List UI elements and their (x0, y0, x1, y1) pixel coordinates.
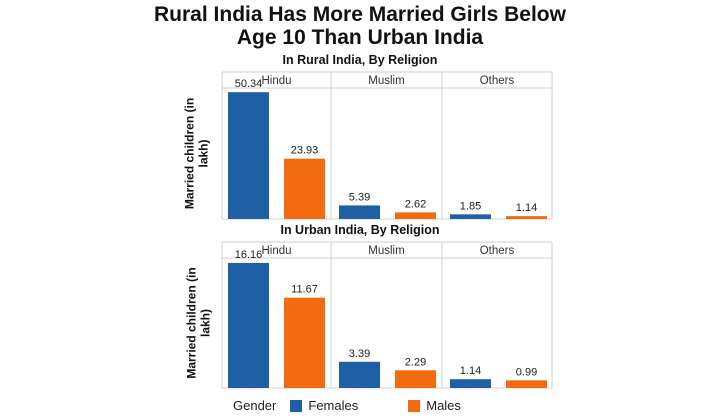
urban-bar-hindu-males (284, 297, 325, 388)
rural-bar-others-males (506, 216, 547, 219)
rural-facet-label-muslim: Muslim (368, 75, 404, 87)
legend-item-males: Males (408, 398, 461, 413)
urban-bar-others-males (506, 380, 547, 388)
urban-facet-label-hindu: Hindu (261, 245, 291, 257)
rural-data-label-muslim-females: 5.39 (349, 191, 370, 203)
urban-panel-title: In Urban India, By Religion (280, 223, 439, 237)
legend-label-males: Males (426, 398, 461, 413)
rural-facet-label-others: Others (480, 75, 515, 87)
legend-label-females: Females (308, 398, 359, 413)
urban-bar-muslim-females (339, 361, 380, 388)
chart-title-line-1: Rural India Has More Married Girls Below (154, 3, 566, 26)
rural-data-label-hindu-females: 50.34 (235, 78, 263, 90)
urban-bar-others-females (450, 379, 491, 388)
rural-bar-hindu-females (228, 92, 269, 219)
legend-item-females: Females (290, 398, 358, 413)
urban-data-label-others-males: 0.99 (516, 366, 537, 378)
urban-data-label-hindu-males: 11.67 (291, 284, 318, 296)
rural-data-label-muslim-males: 2.62 (405, 198, 426, 210)
legend-swatch-males (408, 399, 421, 412)
legend-swatch-females (290, 399, 303, 412)
urban-data-label-muslim-females: 3.39 (349, 348, 370, 360)
rural-y-axis-label: Married children (inlakh) (183, 98, 211, 209)
rural-bar-hindu-males (284, 158, 325, 219)
rural-bar-muslim-females (339, 205, 380, 219)
urban-bar-muslim-males (395, 370, 436, 388)
urban-data-label-others-females: 1.14 (460, 365, 481, 377)
urban-facet-label-others: Others (480, 245, 515, 257)
urban-facet-label-muslim: Muslim (368, 245, 404, 257)
rural-facet-label-hindu: Hindu (261, 75, 291, 87)
rural-data-label-hindu-males: 23.93 (291, 145, 319, 157)
urban-data-label-muslim-males: 2.29 (405, 356, 426, 368)
rural-data-label-others-males: 1.14 (516, 202, 537, 214)
legend-title: Gender (233, 398, 277, 413)
rural-panel-title: In Rural India, By Religion (283, 53, 438, 67)
chart-title-line-2: Age 10 Than Urban India (236, 26, 484, 49)
rural-bar-muslim-males (395, 212, 436, 219)
urban-bar-hindu-females (228, 262, 269, 388)
rural-data-label-others-females: 1.85 (460, 200, 481, 212)
legend: Gender Females Males (233, 398, 511, 413)
urban-data-label-hindu-females: 16.16 (235, 249, 263, 261)
urban-y-axis-label: Married children (inlakh) (185, 267, 213, 378)
rural-bar-others-females (450, 214, 491, 219)
